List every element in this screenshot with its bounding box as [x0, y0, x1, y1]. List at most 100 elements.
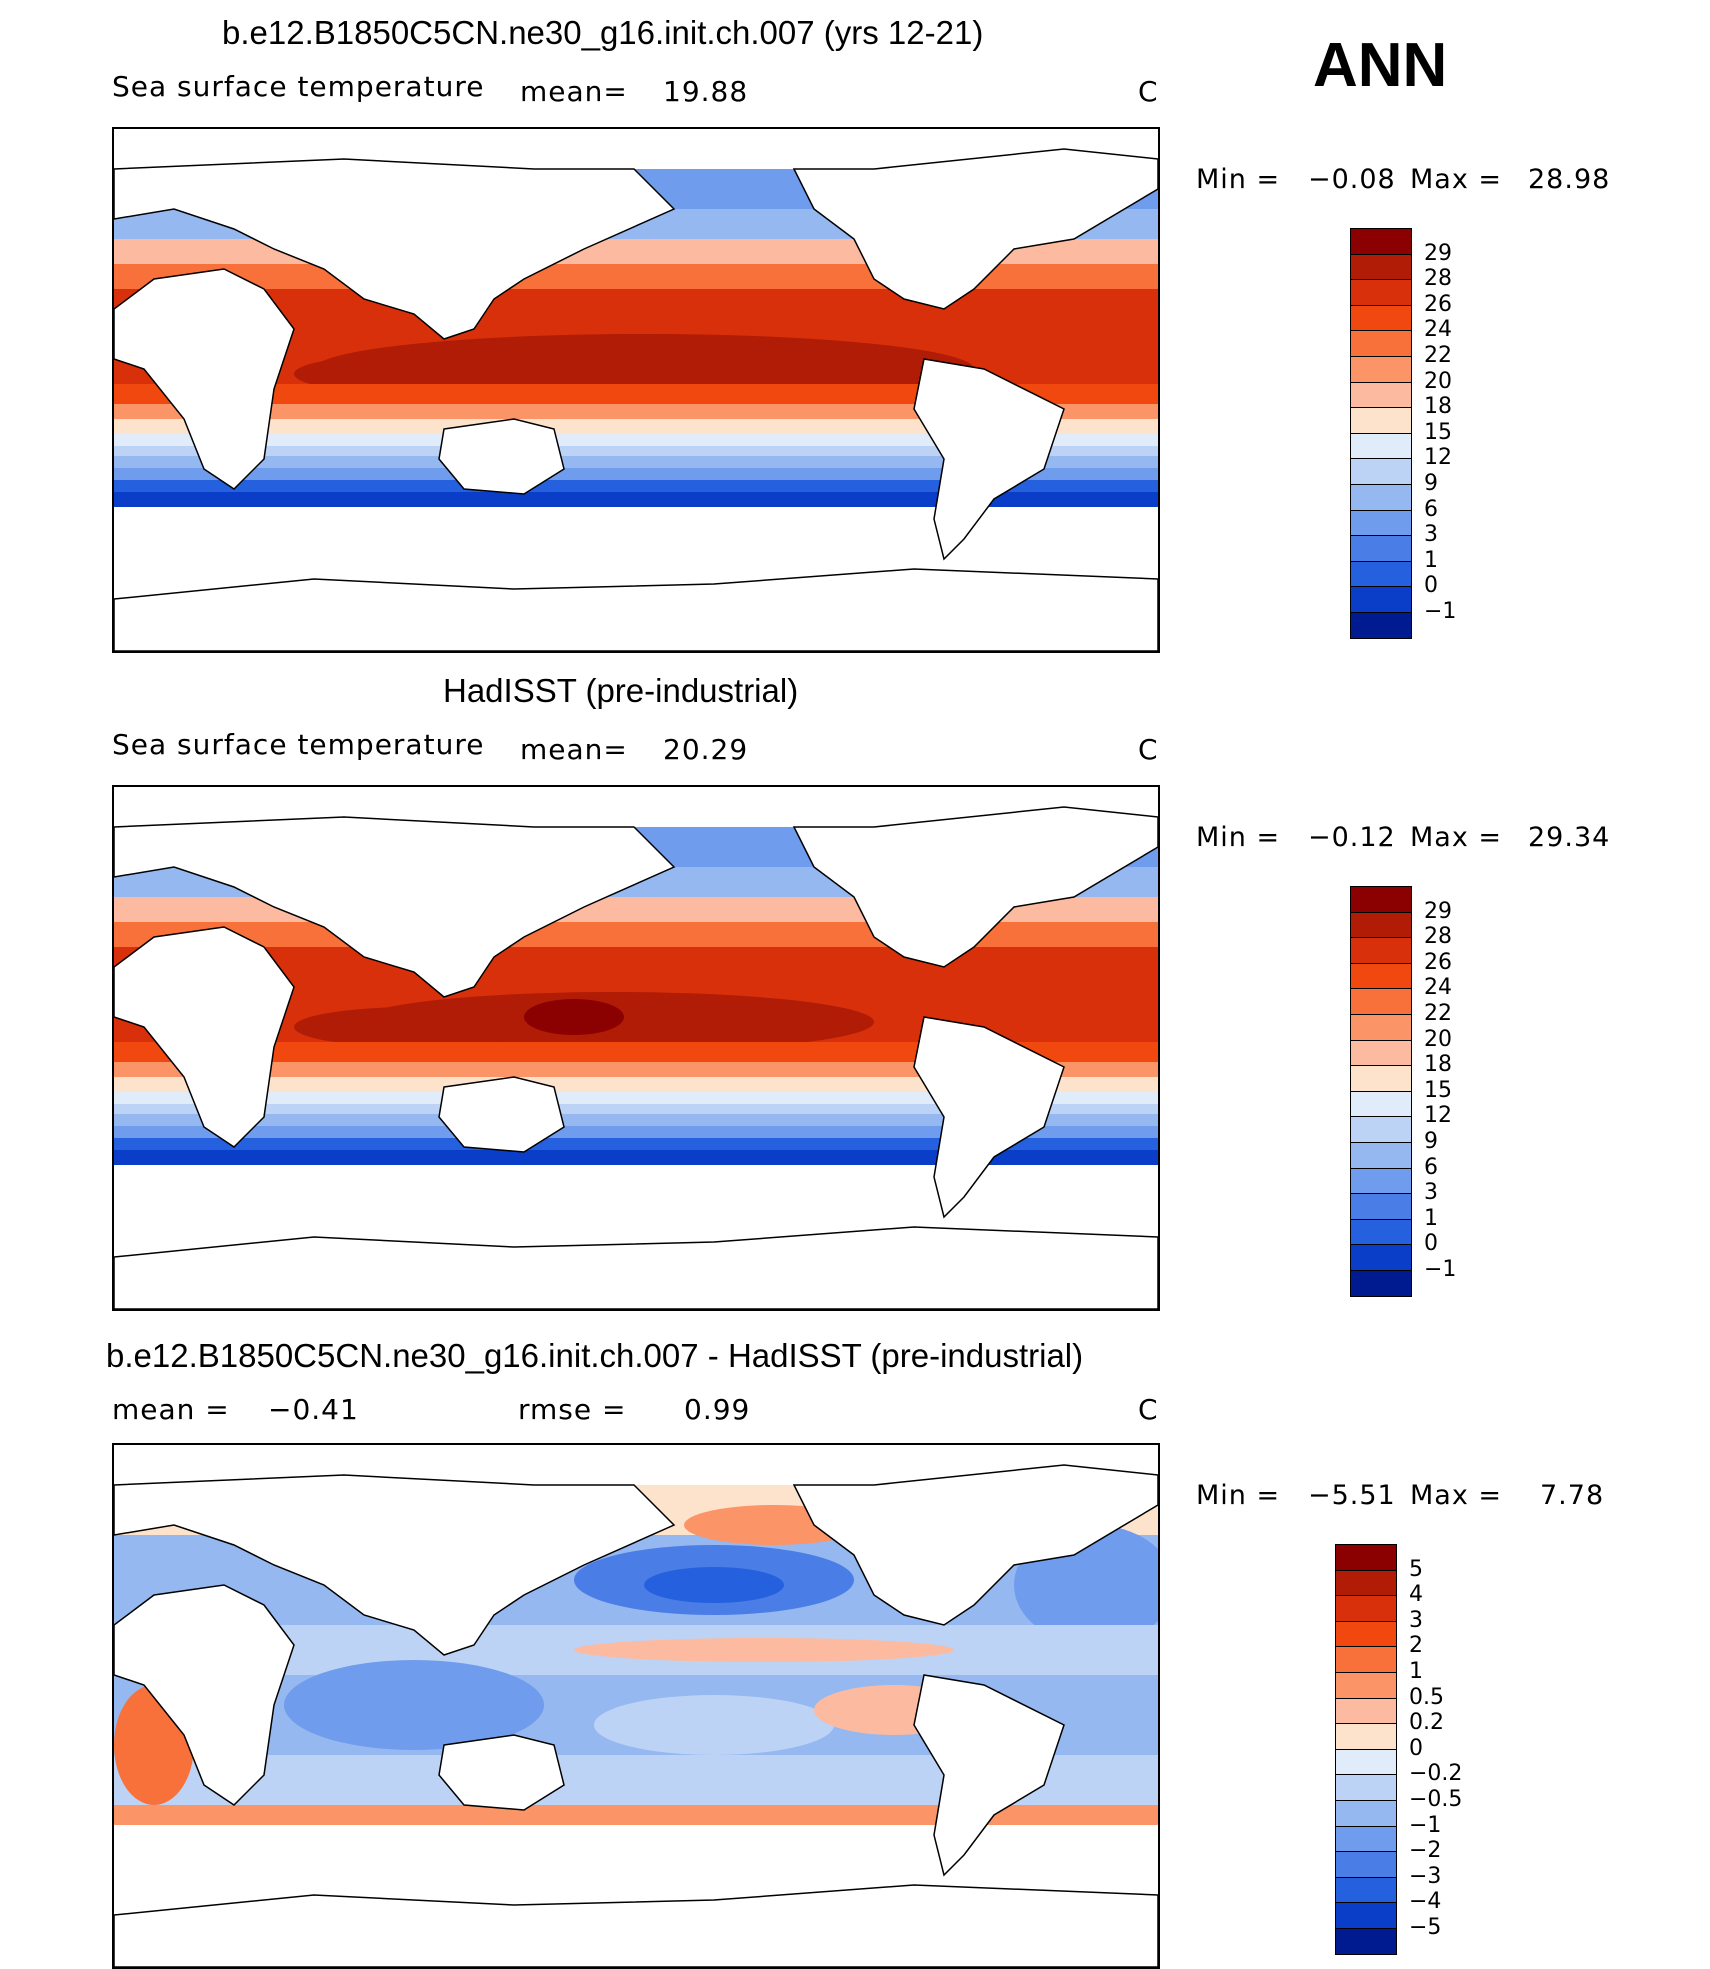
colorbar-tick-label: 4	[1409, 1582, 1423, 1608]
colorbar-swatch	[1335, 1569, 1397, 1597]
colorbar-tick-label: 2	[1409, 1633, 1423, 1659]
panel-model-units: C	[1138, 75, 1159, 108]
colorbar-swatch	[1335, 1697, 1397, 1725]
panel-diff-rmse-label: rmse =	[518, 1393, 627, 1426]
panel-diff-units: C	[1138, 1393, 1159, 1426]
colorbar-swatch	[1350, 304, 1412, 332]
colorbar-swatch	[1335, 1902, 1397, 1929]
colorbar-swatch	[1350, 1014, 1412, 1041]
colorbar-tick-label: 26	[1424, 291, 1452, 317]
colorbar-swatch	[1350, 407, 1412, 434]
colorbar-tick-label: 6	[1424, 1154, 1438, 1180]
colorbar-swatch	[1335, 1876, 1397, 1904]
colorbar-tick-label: 15	[1424, 1077, 1452, 1103]
colorbar-tick-label: 12	[1424, 445, 1452, 471]
panel-obs-max-label: Max =	[1410, 822, 1503, 853]
colorbar-tick-label: −1	[1409, 1812, 1442, 1838]
colorbar-tick-label: 0.5	[1409, 1684, 1444, 1710]
colorbar-tick-label: 22	[1424, 1001, 1452, 1026]
panel-obs-title: HadISST (pre-industrial)	[443, 672, 799, 709]
colorbar-swatch	[1350, 1090, 1412, 1118]
colorbar-tick-label: 3	[1424, 1180, 1438, 1206]
season-label: ANN	[1313, 31, 1448, 100]
panel-obs-mean-value: 20.29	[663, 733, 749, 766]
colorbar-tick-label: 22	[1424, 343, 1452, 368]
panel-model-mean-value: 19.88	[663, 75, 749, 108]
colorbar-swatch	[1335, 1723, 1397, 1750]
colorbar-swatch	[1350, 1065, 1412, 1092]
panel-diff-title: b.e12.B1850C5CN.ne30_g16.init.ch.007 - H…	[106, 1337, 1084, 1374]
colorbar-tick-label: 12	[1424, 1103, 1452, 1129]
colorbar-swatch	[1335, 1774, 1397, 1801]
panel-diff-min-value: −5.51	[1308, 1480, 1396, 1511]
colorbar-swatch	[1350, 1218, 1412, 1246]
colorbar-tick-label: 3	[1424, 522, 1438, 548]
diff-sst-field	[114, 1445, 1158, 1967]
colorbar-tick-label: 28	[1424, 266, 1452, 292]
panel-diff-map	[112, 1443, 1160, 1969]
colorbar-tick-label: 1	[1424, 1205, 1438, 1231]
panel-model-max-label: Max =	[1410, 164, 1503, 195]
colorbar-swatch	[1335, 1928, 1397, 1955]
panel-model-max-value: 28.98	[1528, 164, 1611, 195]
colorbar-swatch	[1350, 279, 1412, 306]
panel-obs-min-label: Min =	[1196, 822, 1281, 853]
colorbar-tick-label: 20	[1424, 1026, 1452, 1052]
colorbar-swatch	[1350, 1193, 1412, 1220]
colorbar-swatch	[1350, 253, 1412, 281]
colorbar-swatch	[1350, 886, 1412, 913]
colorbar-swatch	[1350, 962, 1412, 990]
colorbar-swatch	[1335, 1544, 1397, 1571]
colorbar-swatch	[1335, 1646, 1397, 1673]
panel-obs-variable: Sea surface temperature	[112, 728, 485, 761]
colorbar-tick-label: 0.2	[1409, 1710, 1444, 1736]
colorbar-swatch	[1350, 356, 1412, 383]
colorbar-tick-label: −5	[1409, 1915, 1442, 1940]
colorbar-tick-label: 24	[1424, 975, 1452, 1001]
colorbar-tick-label: 9	[1424, 1129, 1438, 1154]
panel-diff-mean-label: mean =	[112, 1393, 230, 1426]
colorbar-tick-label: 0	[1409, 1735, 1423, 1761]
colorbar-tick-label: 6	[1424, 496, 1438, 522]
colorbar-tick-label: 0	[1424, 1231, 1438, 1257]
colorbar-tick-label: 0	[1424, 573, 1438, 599]
panel-diff-max-label: Max =	[1410, 1480, 1503, 1511]
colorbar-tick-label: −3	[1409, 1863, 1442, 1889]
colorbar-tick-label: 29	[1424, 898, 1452, 924]
colorbar-tick-label: 18	[1424, 394, 1452, 420]
colorbar-tick-label: 18	[1424, 1052, 1452, 1078]
panel-obs-max-value: 29.34	[1528, 822, 1611, 853]
colorbar-swatch	[1335, 1620, 1397, 1648]
colorbar-tick-label: 24	[1424, 317, 1452, 343]
panel-model-variable: Sea surface temperature	[112, 70, 485, 103]
colorbar-tick-label: 15	[1424, 419, 1452, 445]
colorbar-tick-label: −4	[1409, 1889, 1442, 1915]
colorbar-swatch	[1350, 432, 1412, 460]
colorbar-tick-label: 28	[1424, 924, 1452, 950]
colorbar-tick-label: 9	[1424, 471, 1438, 496]
colorbar-tick-label: 5	[1409, 1556, 1423, 1582]
colorbar-tick-label: 3	[1409, 1607, 1423, 1633]
colorbar-swatch	[1335, 1800, 1397, 1827]
colorbar-swatch	[1350, 1116, 1412, 1143]
colorbar-swatch	[1335, 1595, 1397, 1622]
panel-diff-rmse-value: 0.99	[684, 1393, 751, 1426]
colorbar-swatch	[1350, 937, 1412, 964]
colorbar-tick-label: −0.2	[1409, 1761, 1463, 1787]
panel-diff-max-value: 7.78	[1540, 1480, 1605, 1511]
colorbar-swatch	[1350, 1270, 1412, 1297]
colorbar-tick-label: 26	[1424, 949, 1452, 975]
panel-model-title: b.e12.B1850C5CN.ne30_g16.init.ch.007 (yr…	[222, 14, 984, 51]
colorbar-swatch	[1350, 458, 1412, 485]
colorbar-swatch	[1350, 586, 1412, 613]
colorbar-swatch	[1350, 228, 1412, 255]
panel-obs-map	[112, 785, 1160, 1311]
panel-model-map	[112, 127, 1160, 653]
panel-model-mean-label: mean=	[520, 75, 628, 108]
colorbar-swatch	[1350, 330, 1412, 357]
colorbar-swatch	[1335, 1825, 1397, 1853]
colorbar-swatch	[1335, 1851, 1397, 1878]
panel-diff-mean-value: −0.41	[268, 1393, 359, 1426]
colorbar-swatch	[1335, 1748, 1397, 1776]
colorbar-tick-label: 20	[1424, 368, 1452, 394]
